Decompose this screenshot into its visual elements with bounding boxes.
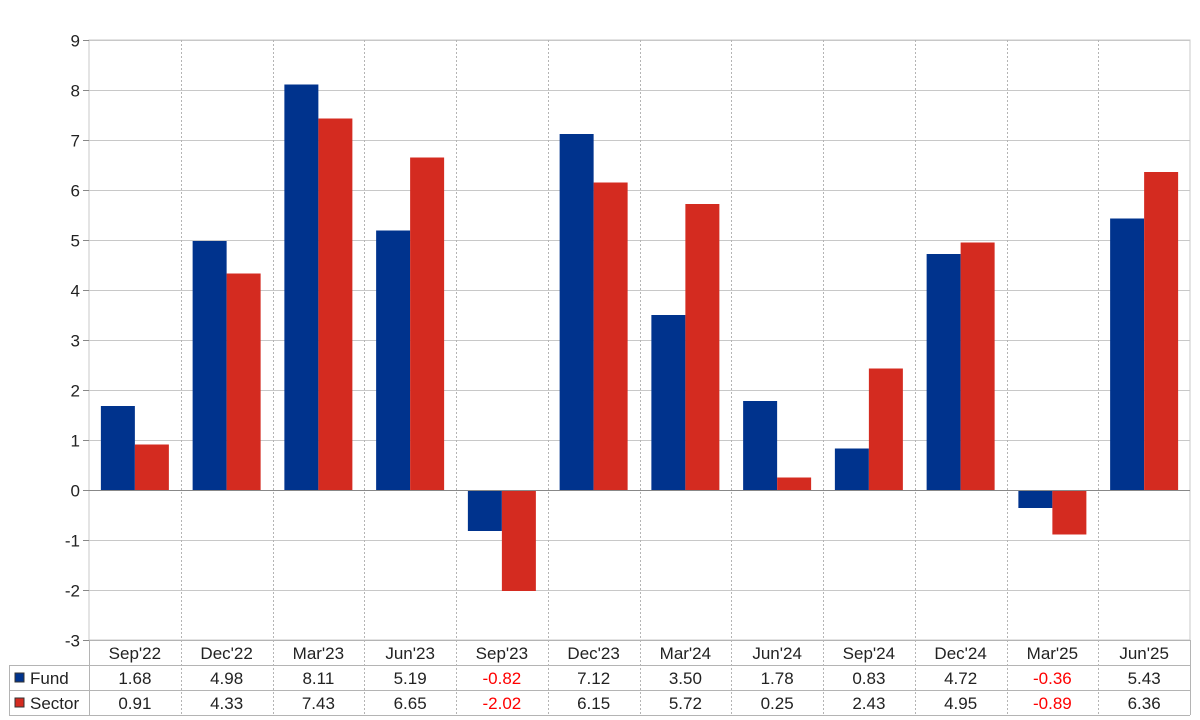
data-label-fund: -0.36	[1033, 669, 1072, 688]
data-label-sector: 6.65	[394, 694, 427, 713]
data-label-fund: 1.78	[761, 669, 794, 688]
data-label-fund: 4.72	[944, 669, 977, 688]
bar-fund	[559, 134, 594, 490]
bar-sector	[134, 444, 169, 490]
x-tick-label: Dec'22	[200, 644, 252, 663]
legend-swatch-fund	[14, 672, 25, 683]
data-label-fund: 5.19	[394, 669, 427, 688]
x-tick-label: Jun'24	[752, 644, 802, 663]
data-label-sector: -0.89	[1033, 694, 1072, 713]
data-label-fund: 8.11	[302, 669, 334, 688]
y-tick-label: 2	[71, 382, 80, 401]
data-label-sector: 4.33	[210, 694, 243, 713]
bar-sector	[226, 273, 261, 490]
bar-sector	[868, 368, 903, 490]
y-tick-label: 8	[71, 82, 80, 101]
bar-fund	[834, 448, 869, 490]
y-tick-label: 0	[71, 482, 80, 501]
x-tick-label: Dec'23	[567, 644, 619, 663]
y-tick-label: 5	[71, 232, 80, 251]
bar-fund	[467, 490, 502, 531]
y-tick-label: 4	[71, 282, 80, 301]
data-table: Sep'22 Dec'22 Mar'23 Jun'23 Sep'23 Dec'23 Mar'…	[9, 640, 1191, 716]
bar-fund	[192, 241, 227, 490]
data-label-fund: 0.83	[852, 669, 885, 688]
legend-label-fund: Fund	[30, 669, 69, 688]
y-tick-label: 1	[71, 432, 80, 451]
x-tick-label: Sep'22	[109, 644, 161, 663]
x-tick-label: Mar'23	[293, 644, 344, 663]
bar-sector	[410, 157, 445, 490]
data-label-sector: 5.72	[669, 694, 702, 713]
bar-sector	[1052, 490, 1087, 535]
x-tick-label: Jun'23	[385, 644, 435, 663]
y-tick-label: 6	[71, 182, 80, 201]
bar-sector	[1144, 172, 1179, 490]
y-tick-label: -2	[65, 582, 80, 601]
bar-sector	[318, 118, 353, 490]
bar-sector	[960, 242, 995, 490]
bar-sector	[593, 182, 628, 490]
data-label-sector: -2.02	[483, 694, 522, 713]
y-tick-label: 3	[71, 332, 80, 351]
legend-label-sector: Sector	[30, 694, 79, 713]
y-tick-label: 7	[71, 132, 80, 151]
bar-fund	[284, 84, 319, 490]
data-label-sector: 4.95	[944, 694, 977, 713]
axis-layer: -3 -2 -1 0 1 2 3 4 5 6 7 8 9	[65, 32, 1190, 651]
data-label-fund: -0.82	[483, 669, 522, 688]
data-label-sector: 7.43	[302, 694, 335, 713]
y-tick-label: -3	[65, 632, 80, 651]
data-label-fund: 4.98	[210, 669, 243, 688]
data-label-fund: 5.43	[1128, 669, 1161, 688]
data-label-fund: 3.50	[669, 669, 702, 688]
y-tick-label: 9	[71, 32, 80, 51]
x-tick-label: Mar'25	[1027, 644, 1078, 663]
bar-fund	[651, 315, 686, 490]
y-tick-label: -1	[65, 532, 80, 551]
data-label-sector: 6.36	[1128, 694, 1161, 713]
grid-layer	[88, 39, 1191, 715]
data-label-fund: 1.68	[118, 669, 151, 688]
data-label-sector: 0.91	[118, 694, 151, 713]
bar-fund	[1018, 490, 1053, 508]
x-tick-label: Dec'24	[934, 644, 986, 663]
data-label-fund: 7.12	[577, 669, 610, 688]
bars-layer	[100, 84, 1179, 591]
x-tick-label: Jun'25	[1119, 644, 1169, 663]
bar-sector	[685, 204, 720, 490]
bar-fund	[376, 230, 411, 490]
x-tick-label: Mar'24	[660, 644, 711, 663]
bar-fund	[100, 406, 135, 490]
bar-fund	[1110, 218, 1145, 490]
data-label-sector: 0.25	[761, 694, 794, 713]
legend-swatch-sector	[14, 697, 25, 708]
bar-fund	[926, 254, 961, 490]
bar-sector	[777, 477, 812, 490]
x-tick-label: Sep'23	[476, 644, 528, 663]
data-label-sector: 6.15	[577, 694, 610, 713]
bar-fund	[743, 401, 778, 490]
data-label-sector: 2.43	[852, 694, 885, 713]
x-tick-label: Sep'24	[843, 644, 895, 663]
bar-sector	[501, 490, 536, 591]
